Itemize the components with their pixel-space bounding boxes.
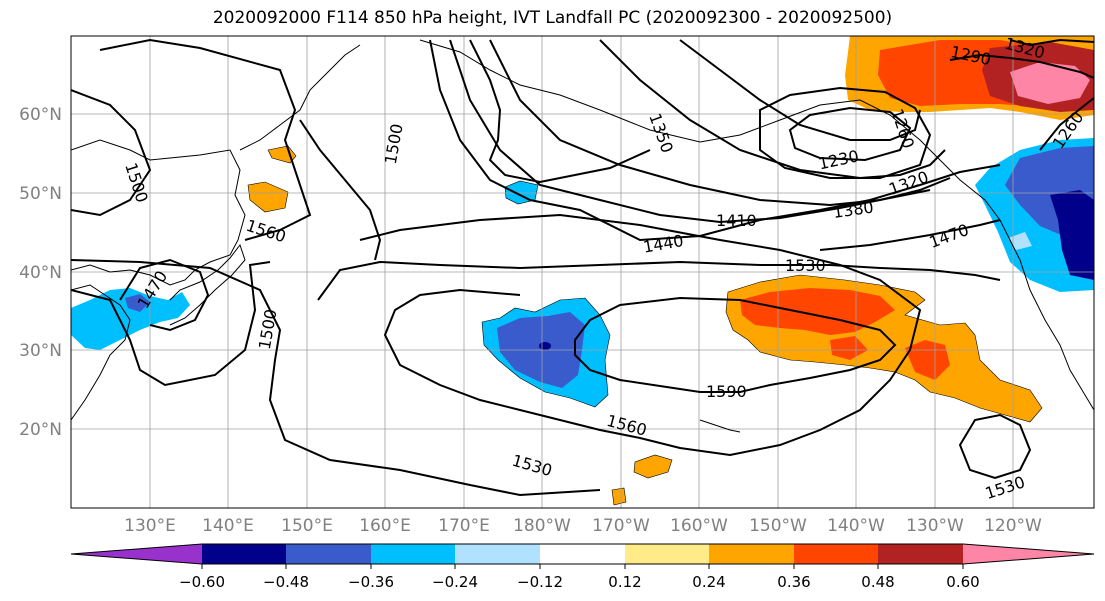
contour-label: 1530 xyxy=(785,256,826,275)
lon-label: 130°E xyxy=(124,516,176,536)
colorbar-swatch xyxy=(286,544,372,564)
lat-label: 50°N xyxy=(19,184,62,204)
colorbar-tick-label: 0.36 xyxy=(777,573,810,591)
colorbar-swatch xyxy=(202,544,287,564)
coast-korea-china xyxy=(71,284,131,421)
lon-label: 180°W xyxy=(513,516,571,536)
colorbar-swatch xyxy=(878,544,964,564)
lon-label: 120°W xyxy=(984,516,1042,536)
contour-1530-mid xyxy=(317,260,1001,301)
lon-label: 150°E xyxy=(281,516,333,536)
contour-1260-ne xyxy=(1039,97,1094,151)
contour-1500-mid xyxy=(299,119,382,261)
lon-label: 130°W xyxy=(906,516,964,536)
height-contours xyxy=(71,38,1094,497)
ivt-pos-kamchatka-1 xyxy=(247,181,289,213)
contour-1410 xyxy=(449,39,931,224)
lat-lon-grid xyxy=(71,36,1094,508)
lon-label: 160°W xyxy=(670,516,728,536)
contour-1530-se xyxy=(958,413,1032,480)
lon-label: 170°W xyxy=(592,516,650,536)
colorbar-tick-label: 0.48 xyxy=(861,573,894,591)
contour-1380 xyxy=(489,39,951,207)
lat-label: 20°N xyxy=(19,420,62,440)
contour-1290 xyxy=(679,39,921,141)
contour-1230 xyxy=(788,106,912,162)
ivt-neg-central-core xyxy=(539,342,551,350)
colorbar-tick-label: 0.24 xyxy=(692,573,725,591)
coast-hawaii xyxy=(699,419,741,433)
colorbar-tick-label: 0.12 xyxy=(608,573,641,591)
colorbar-tick-label: −0.12 xyxy=(517,573,563,591)
coast-japan xyxy=(169,243,246,326)
contour-1320-ne xyxy=(1009,38,1094,47)
contour-label: 1590 xyxy=(706,382,747,401)
map-border xyxy=(70,35,1095,509)
ivt-pos-alaska-pink xyxy=(1010,62,1090,104)
colorbar-swatch xyxy=(963,544,1094,564)
ivt-pos-south-1 xyxy=(633,454,673,479)
lon-label: 140°E xyxy=(202,516,254,536)
colorbar-tick-labels: −0.60 −0.48 −0.36 −0.24 −0.12 0.12 0.24 … xyxy=(179,573,980,591)
longitude-labels: 130°E 140°E 150°E 160°E 170°E 180°W 170°… xyxy=(124,516,1042,536)
lon-label: 160°E xyxy=(359,516,411,536)
colorbar xyxy=(70,543,1095,569)
colorbar-swatch xyxy=(794,544,879,564)
contour-1530-low xyxy=(71,259,601,497)
ivt-pos-south-2 xyxy=(611,487,627,506)
colorbar-tick-label: −0.48 xyxy=(263,573,309,591)
colorbar-swatch xyxy=(709,544,795,564)
contour-1500-west xyxy=(71,89,152,217)
colorbar-swatch xyxy=(625,544,710,564)
ivt-neg-japan-inner xyxy=(125,294,150,312)
ivt-neg-namerica-core xyxy=(1050,190,1094,280)
colorbar-swatch xyxy=(455,544,541,564)
lat-label: 30°N xyxy=(19,341,62,361)
ivt-shading xyxy=(71,36,1094,506)
latitude-labels: 60°N 50°N 40°N 30°N 20°N xyxy=(19,105,62,440)
contour-1290-ne xyxy=(949,53,1094,79)
ivt-pos-ne-pacific-inner3 xyxy=(830,336,868,360)
ivt-neg-namerica-small xyxy=(1008,232,1032,250)
lon-label: 150°W xyxy=(749,516,807,536)
contour-1590 xyxy=(574,296,897,393)
lat-label: 60°N xyxy=(19,105,62,125)
contour-1320 xyxy=(599,39,946,180)
contour-label: 1410 xyxy=(716,211,757,230)
coast-namerica xyxy=(999,219,1094,411)
contour-1470-japan xyxy=(119,258,210,332)
contour-1560-main xyxy=(359,213,922,457)
lat-label: 40°N xyxy=(19,263,62,283)
ivt-neg-japan xyxy=(71,288,190,350)
colorbar-swatch xyxy=(71,544,202,564)
contour-1350 xyxy=(469,39,651,184)
contour-1500-nw xyxy=(99,38,312,241)
coast-kamchatka xyxy=(239,44,361,151)
colorbar-swatch xyxy=(540,544,626,564)
map-title: 2020092000 F114 850 hPa height, IVT Land… xyxy=(212,8,893,28)
colorbar-swatch xyxy=(371,544,456,564)
colorbar-tick-label: −0.60 xyxy=(179,573,225,591)
lon-label: 170°E xyxy=(438,516,490,536)
colorbar-tick-label: 0.60 xyxy=(946,573,979,591)
colorbar-tick-label: −0.36 xyxy=(348,573,394,591)
colorbar-tick-label: −0.24 xyxy=(432,573,478,591)
contour-1470-ne xyxy=(819,219,1001,251)
contour-1440 xyxy=(429,39,1001,242)
contour-1260-inner xyxy=(759,86,932,179)
lon-label: 140°W xyxy=(827,516,885,536)
